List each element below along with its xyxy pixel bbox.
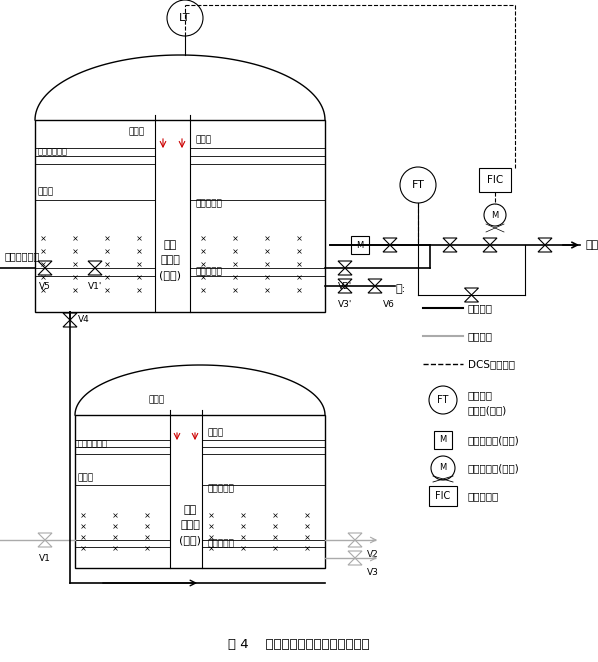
Text: M: M [440,463,447,473]
Text: V2: V2 [367,550,379,559]
Text: DCS控制回路: DCS控制回路 [468,359,515,369]
Text: 电动控制阀(新建): 电动控制阀(新建) [468,463,520,473]
Text: (利旧): (利旧) [179,535,201,545]
Text: V3': V3' [338,300,352,309]
Text: 收水喇叭口: 收水喇叭口 [207,540,234,549]
Text: 收水喇叭口: 收水喇叭口 [195,267,222,277]
Text: 斜板除油池: 斜板除油池 [585,240,598,250]
Text: 中心管: 中心管 [129,128,145,136]
Text: 开关状态: 开关状态 [468,390,493,400]
Text: (新建): (新建) [159,270,181,280]
Text: 调节: 调节 [184,505,197,515]
Text: 指示仪(新建): 指示仪(新建) [468,405,507,415]
Bar [479,168,511,192]
Text: 新建管线: 新建管线 [468,303,493,313]
Text: FT: FT [437,395,448,405]
Text: FIC: FIC [487,175,503,185]
Text: 调节: 调节 [163,240,176,250]
Text: 中心管出水孔: 中心管出水孔 [78,440,108,448]
Text: 电磁流量计(新建): 电磁流量计(新建) [468,435,520,445]
Bar [429,486,457,506]
Text: 收油槽: 收油槽 [207,428,223,438]
Text: LT: LT [179,13,191,23]
Text: 注:: 注: [396,284,406,294]
Text: 除油罐: 除油罐 [180,520,200,530]
Text: 中心管出水孔: 中心管出水孔 [38,148,68,156]
Text: 图 4    调节除油罐系统改造工艺流程: 图 4 调节除油罐系统改造工艺流程 [228,639,370,651]
Text: 出水喇叭口: 出水喇叭口 [207,485,234,493]
Text: M: M [356,240,364,250]
Text: V3: V3 [367,568,379,577]
Text: M: M [492,211,499,220]
Text: V5: V5 [39,282,51,291]
Text: 出水喇叭口: 出水喇叭口 [195,199,222,209]
Text: 中心筒: 中心筒 [78,473,94,483]
Text: M: M [440,436,447,444]
Text: V4: V4 [78,316,90,324]
Text: 原有管线: 原有管线 [468,331,493,341]
Text: FT: FT [411,180,425,190]
Text: 收油槽: 收油槽 [195,136,211,144]
Text: V1': V1' [88,282,102,291]
Text: 中心筒: 中心筒 [38,187,54,197]
Text: 流量控制器: 流量控制器 [468,491,499,501]
Text: 中心管: 中心管 [149,395,165,404]
Bar [434,431,452,449]
Bar [75,415,325,568]
Bar [35,120,325,312]
Text: V1: V1 [39,554,51,563]
Text: 除油罐: 除油罐 [160,255,180,265]
Text: FIC: FIC [435,491,451,501]
Text: V2': V2' [338,282,352,291]
Text: V6: V6 [383,300,395,309]
Bar [351,236,369,254]
Text: 提升水池出水: 提升水池出水 [5,251,40,261]
